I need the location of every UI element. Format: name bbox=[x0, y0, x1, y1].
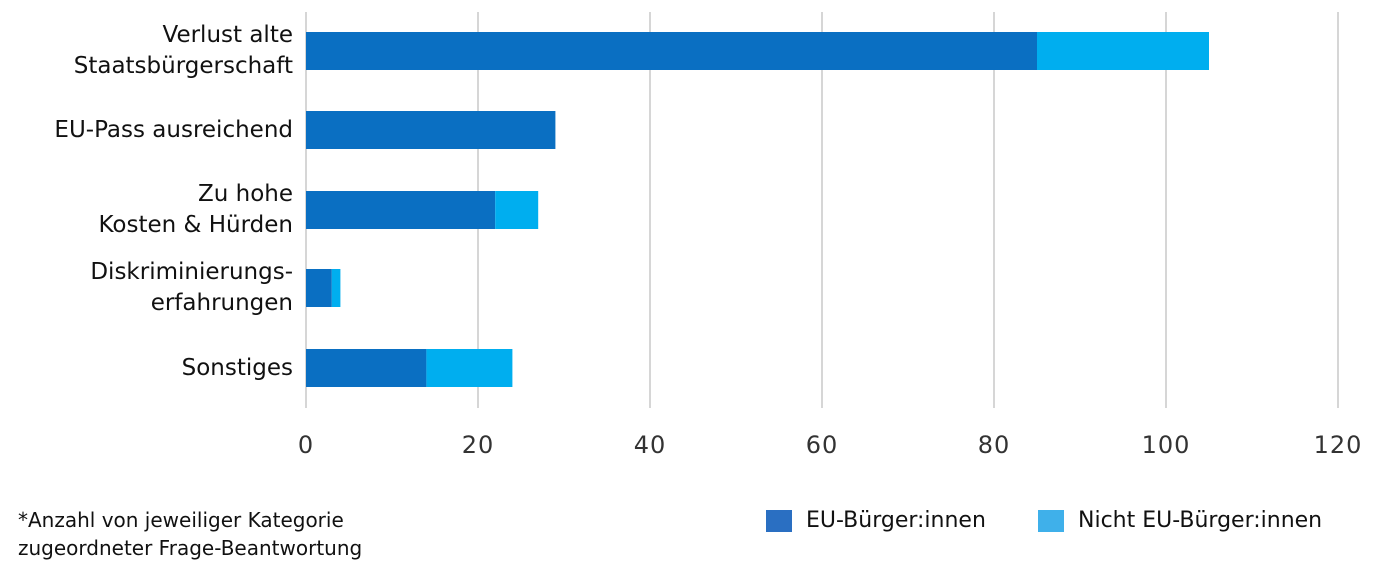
bars bbox=[306, 32, 1209, 387]
bar-segment-eu bbox=[306, 32, 1037, 70]
x-tick-label: 60 bbox=[805, 431, 839, 459]
legend-swatch-non-eu bbox=[1038, 509, 1064, 532]
x-tick-label: 20 bbox=[461, 431, 495, 459]
bar-segment-non-eu bbox=[1037, 32, 1209, 70]
legend-label-eu: EU-Bürger:innen bbox=[806, 508, 986, 533]
category-label: Diskriminierungs- erfahrungen bbox=[90, 259, 293, 316]
category-label: Sonstiges bbox=[181, 354, 293, 381]
legend-item-eu: EU-Bürger:innen bbox=[766, 508, 986, 533]
category-label: Verlust alte Staatsbürgerschaft bbox=[73, 22, 293, 79]
x-tick-label: 40 bbox=[633, 431, 667, 459]
bar-segment-non-eu bbox=[495, 191, 539, 229]
category-label: Zu hohe Kosten & Hürden bbox=[98, 181, 293, 238]
x-tick-label: 120 bbox=[1313, 431, 1363, 459]
bar-segment-non-eu bbox=[331, 269, 341, 307]
legend-label-non-eu: Nicht EU-Bürger:innen bbox=[1078, 508, 1323, 533]
bar-segment-eu bbox=[306, 191, 496, 229]
bar-segment-non-eu bbox=[426, 349, 513, 387]
stacked-bar-chart bbox=[305, 12, 1339, 408]
bar-segment-eu bbox=[306, 269, 332, 307]
bar-segment-eu bbox=[306, 349, 427, 387]
bar-segment-eu bbox=[306, 111, 556, 149]
footnote: *Anzahl von jeweiliger Kategorie zugeord… bbox=[18, 508, 363, 560]
x-tick-label: 0 bbox=[297, 431, 315, 459]
x-tick-label: 80 bbox=[977, 431, 1011, 459]
gridlines bbox=[305, 12, 1339, 408]
legend-swatch-eu bbox=[766, 509, 792, 532]
x-tick-label: 100 bbox=[1141, 431, 1191, 459]
category-label: EU-Pass ausreichend bbox=[54, 116, 293, 143]
legend-item-non-eu: Nicht EU-Bürger:innen bbox=[1038, 508, 1322, 533]
